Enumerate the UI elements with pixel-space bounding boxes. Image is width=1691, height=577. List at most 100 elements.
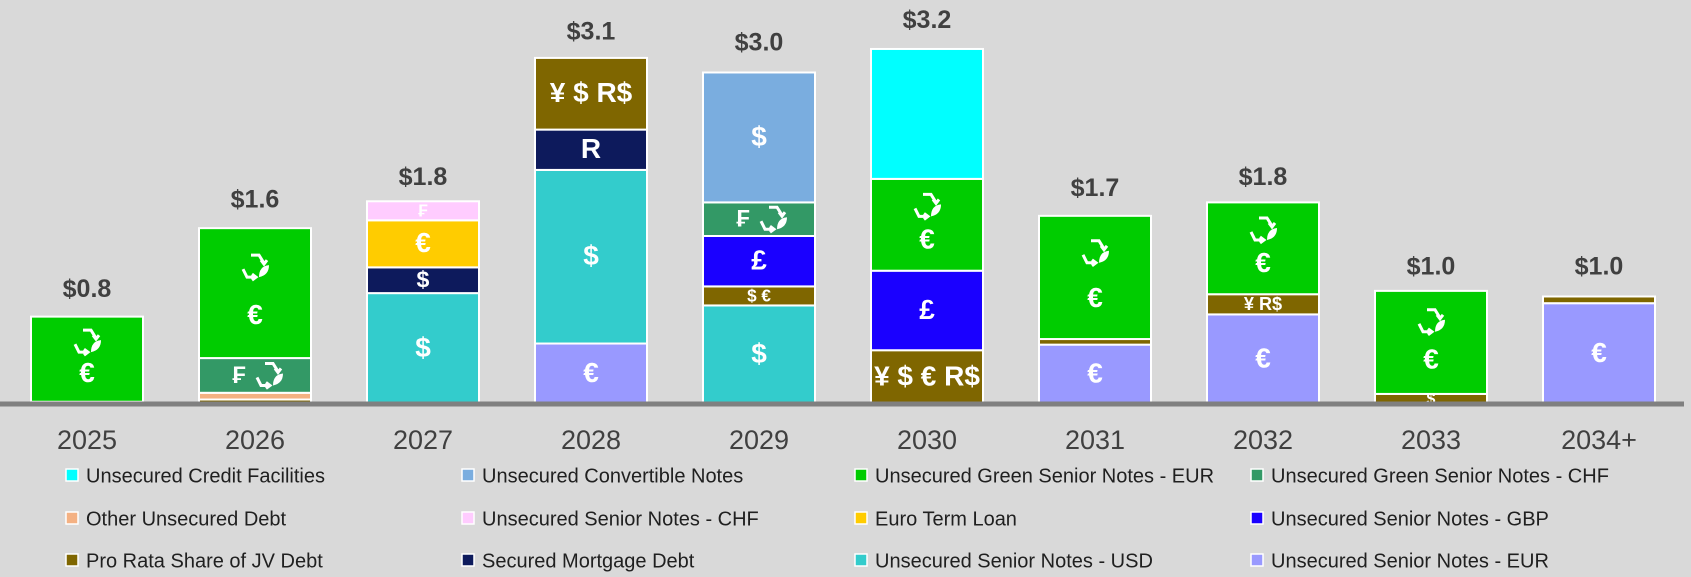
recycle-icon	[913, 192, 941, 221]
segment-label: $ €	[747, 285, 771, 305]
legend-swatch	[854, 468, 868, 482]
legend-label: Other Unsecured Debt	[86, 508, 287, 530]
legend-label: Secured Mortgage Debt	[482, 550, 695, 572]
recycle-leaf	[931, 204, 941, 217]
legend-swatch	[854, 553, 868, 567]
total-label: $1.0	[1575, 253, 1624, 281]
recycle-arrow	[1081, 254, 1099, 268]
bar-segment	[1206, 313, 1320, 405]
legend-label: Unsecured Credit Facilities	[86, 465, 325, 487]
total-label: $3.2	[903, 6, 952, 34]
total-label: $3.1	[567, 17, 616, 45]
total-label: $1.6	[231, 185, 280, 213]
segment-label: €	[1087, 282, 1103, 313]
legend-label: Unsecured Senior Notes - CHF	[482, 508, 759, 530]
bar-segment	[702, 71, 816, 204]
total-label: $3.0	[735, 29, 784, 57]
x-tick-label: 2026	[225, 425, 285, 455]
recycle-icon	[241, 253, 269, 282]
recycle-arrow	[1249, 231, 1267, 245]
x-tick-label: 2029	[729, 425, 789, 455]
segment-label: $	[417, 266, 430, 292]
segment-label: ¥ R$	[1244, 294, 1282, 314]
recycle-arrow	[255, 376, 273, 390]
bar-segment	[1374, 289, 1488, 395]
segment-label: €	[1255, 343, 1271, 374]
recycle-leaf	[259, 265, 269, 278]
recycle-icon	[1417, 308, 1445, 336]
x-tick-label: 2030	[897, 425, 957, 455]
x-tick-label: 2033	[1401, 425, 1461, 455]
bar-segment	[702, 201, 816, 237]
legend-label: Pro Rata Share of JV Debt	[86, 550, 323, 572]
segment-label: $	[415, 332, 431, 363]
recycle-arrow	[83, 328, 101, 342]
segment-label: €	[919, 224, 935, 255]
segment-label: ₣	[418, 200, 428, 220]
legend-swatch	[65, 553, 79, 567]
bar-segment	[870, 269, 984, 352]
legend-swatch	[65, 468, 79, 482]
bar-segment	[198, 227, 312, 360]
segment-label: R	[581, 133, 601, 164]
bar-segment	[366, 200, 480, 222]
recycle-arrow	[265, 361, 283, 375]
recycle-arrow	[241, 268, 259, 282]
recycle-arrow	[759, 220, 777, 234]
segment-label: $	[751, 338, 767, 369]
segment-label: €	[1255, 247, 1271, 278]
bar-segment	[534, 168, 648, 345]
legend-label: Unsecured Senior Notes - GBP	[1271, 508, 1549, 530]
segment-label: ₣	[232, 362, 245, 389]
bar-segment	[198, 391, 312, 401]
x-tick-label: 2028	[561, 425, 621, 455]
x-tick-label: 2027	[393, 425, 453, 455]
total-label: $0.8	[63, 275, 112, 303]
legend-label: Euro Term Loan	[875, 508, 1017, 530]
x-tick-label: 2025	[57, 425, 117, 455]
recycle-arrow	[73, 343, 91, 357]
bar-segment	[366, 292, 480, 405]
legend-swatch	[461, 511, 475, 525]
segment-label: ¥ $ R$	[550, 77, 633, 108]
total-label: $1.8	[399, 163, 448, 191]
total-label: $1.0	[1407, 253, 1456, 281]
bar-segment	[702, 304, 816, 405]
recycle-icon	[255, 361, 283, 390]
recycle-icon	[1081, 239, 1109, 268]
bar-segment	[1542, 295, 1656, 305]
recycle-leaf	[91, 340, 101, 353]
recycle-icon	[759, 205, 787, 234]
bar-segment	[534, 128, 648, 171]
recycle-icon	[1249, 216, 1277, 245]
recycle-arrow	[923, 192, 941, 206]
recycle-leaf	[1435, 319, 1445, 332]
recycle-arrow	[251, 253, 269, 267]
recycle-leaf	[273, 373, 283, 386]
total-label: $1.7	[1071, 174, 1120, 202]
total-label: $1.8	[1239, 163, 1288, 191]
legend-swatch	[461, 468, 475, 482]
bar-segment	[1038, 214, 1152, 341]
x-tick-label: 2031	[1065, 425, 1125, 455]
x-tick-label: 2032	[1233, 425, 1293, 455]
legend-label: Unsecured Senior Notes - USD	[875, 550, 1153, 572]
segment-label: €	[1087, 358, 1103, 389]
legend-swatch	[1250, 468, 1264, 482]
bar-segment	[534, 56, 648, 131]
legend-label: Unsecured Green Senior Notes - EUR	[875, 465, 1214, 487]
bar-segment	[366, 266, 480, 295]
recycle-leaf	[1099, 250, 1109, 263]
segment-label: €	[1591, 337, 1607, 368]
segment-label: €	[415, 227, 431, 258]
bar-segment	[198, 357, 312, 394]
segment-label: €	[79, 357, 95, 388]
recycle-arrow	[1427, 308, 1445, 322]
legend-swatch	[461, 553, 475, 567]
recycle-leaf	[777, 217, 787, 230]
bar-segment	[366, 219, 480, 269]
recycle-arrow	[1259, 216, 1277, 230]
recycle-arrow	[1091, 239, 1109, 253]
